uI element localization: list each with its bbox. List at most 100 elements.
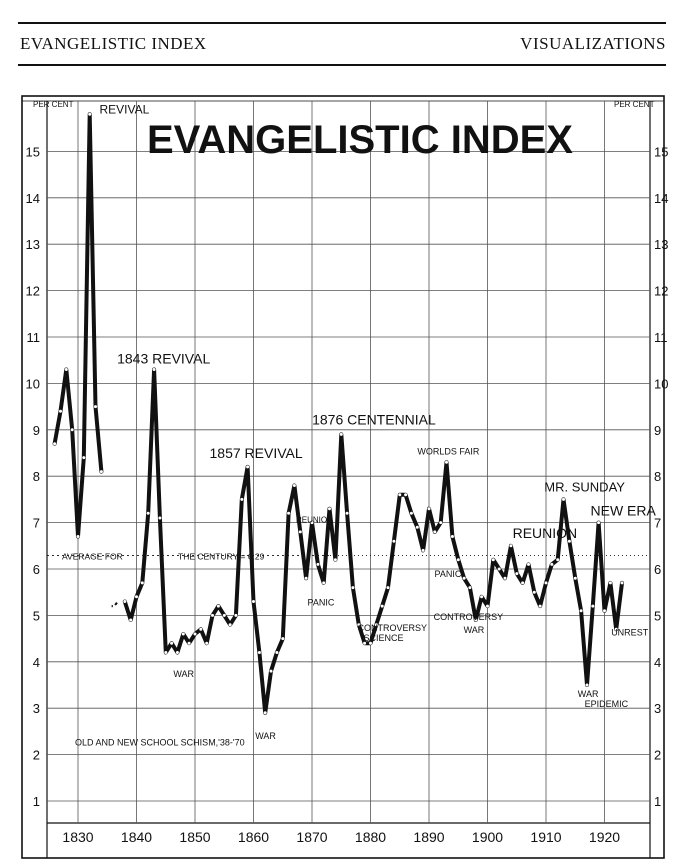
y-tick-right-3: 3 bbox=[654, 701, 661, 716]
data-point-1-7 bbox=[164, 651, 168, 654]
y-tick-right-10: 10 bbox=[654, 376, 668, 391]
data-point-1-46 bbox=[392, 539, 396, 543]
annotation-14: REUNION bbox=[513, 525, 578, 541]
data-point-1-64 bbox=[497, 567, 501, 571]
annotation-1: 1843 REVIVAL bbox=[117, 351, 210, 367]
y-tick-left-14: 14 bbox=[26, 191, 40, 206]
data-point-1-21 bbox=[246, 465, 250, 469]
data-point-1-24 bbox=[263, 711, 267, 715]
y-tick-right-4: 4 bbox=[654, 655, 661, 670]
data-point-1-1 bbox=[129, 618, 133, 622]
average-label-left: AVERAGE FOR bbox=[62, 552, 123, 562]
top-rule bbox=[18, 22, 666, 24]
y-tick-left-12: 12 bbox=[26, 284, 40, 299]
x-tick-1840: 1840 bbox=[121, 829, 152, 845]
data-point-1-78 bbox=[579, 609, 583, 613]
x-tick-1920: 1920 bbox=[589, 829, 620, 845]
data-point-0-1 bbox=[59, 409, 62, 413]
data-point-1-40 bbox=[357, 623, 361, 627]
annotation-2: WAR bbox=[173, 669, 194, 679]
data-point-1-52 bbox=[427, 507, 431, 511]
data-point-1-51 bbox=[421, 548, 425, 552]
data-point-0-8 bbox=[99, 470, 103, 474]
data-point-1-47 bbox=[398, 493, 402, 497]
annotation-7: 1876 CENTENNIAL bbox=[312, 411, 436, 427]
data-point-1-53 bbox=[433, 530, 437, 534]
data-point-1-75 bbox=[562, 497, 565, 501]
data-point-1-16 bbox=[216, 604, 220, 608]
annotation-0: REVIVAL bbox=[100, 102, 150, 116]
x-tick-1850: 1850 bbox=[179, 829, 210, 845]
data-point-1-20 bbox=[240, 497, 244, 501]
data-point-1-3 bbox=[140, 581, 144, 585]
data-point-1-27 bbox=[281, 637, 285, 641]
running-header-right: VISUALIZATIONS bbox=[520, 34, 666, 53]
annotation-6: PANIC bbox=[308, 598, 335, 608]
annotation-3: 1857 REVIVAL bbox=[210, 445, 303, 461]
y-tick-right-8: 8 bbox=[654, 469, 661, 484]
data-point-1-49 bbox=[409, 511, 413, 515]
data-point-1-30 bbox=[298, 530, 302, 534]
data-point-1-48 bbox=[404, 493, 408, 497]
y-tick-left-6: 6 bbox=[33, 562, 40, 577]
series-line-1 bbox=[122, 367, 624, 715]
data-point-1-81 bbox=[597, 521, 601, 525]
data-point-2-2 bbox=[116, 600, 120, 603]
data-point-1-42 bbox=[369, 641, 372, 645]
data-point-1-26 bbox=[275, 651, 279, 654]
y-tick-left-9: 9 bbox=[33, 423, 40, 438]
running-header-left: EVANGELISTIC INDEX bbox=[20, 34, 207, 53]
data-point-1-12 bbox=[193, 632, 197, 636]
data-point-1-6 bbox=[158, 516, 162, 520]
chart-title: EVANGELISTIC INDEX bbox=[147, 118, 573, 162]
series-lines bbox=[52, 112, 624, 715]
data-point-1-28 bbox=[287, 511, 291, 515]
x-tick-1890: 1890 bbox=[413, 829, 444, 845]
data-point-1-72 bbox=[544, 581, 548, 585]
annotation-19: EPIDEMIC bbox=[585, 699, 629, 709]
data-point-1-38 bbox=[345, 511, 349, 515]
y-tick-right-11: 11 bbox=[654, 330, 668, 345]
y-tick-left-15: 15 bbox=[26, 144, 40, 159]
y-label-left: PER CENT bbox=[33, 100, 74, 109]
annotation-13: WAR bbox=[464, 625, 485, 635]
data-point-1-35 bbox=[328, 507, 331, 511]
annotation-5: REUNION bbox=[296, 516, 333, 525]
y-tick-left-10: 10 bbox=[26, 376, 40, 391]
data-point-1-41 bbox=[363, 641, 367, 645]
y-tick-right-6: 6 bbox=[654, 562, 661, 577]
y-tick-left-13: 13 bbox=[26, 237, 40, 252]
y-tick-right-14: 14 bbox=[654, 191, 668, 206]
y-tick-left-8: 8 bbox=[33, 469, 40, 484]
data-point-1-76 bbox=[567, 539, 571, 543]
data-point-1-33 bbox=[316, 562, 320, 566]
data-point-1-58 bbox=[462, 576, 466, 580]
data-point-1-63 bbox=[491, 558, 495, 562]
annotation-8: CONTROVERSY bbox=[358, 623, 428, 633]
annotation-16: NEW ERA bbox=[591, 503, 657, 519]
annotation-10: WORLDS FAIR bbox=[417, 446, 480, 456]
data-point-1-56 bbox=[450, 535, 454, 538]
data-point-1-2 bbox=[135, 595, 138, 599]
y-tick-left-4: 4 bbox=[33, 655, 40, 670]
data-point-1-61 bbox=[480, 595, 484, 599]
data-point-1-43 bbox=[374, 623, 378, 627]
data-point-1-79 bbox=[585, 683, 589, 687]
data-point-1-68 bbox=[521, 581, 525, 585]
data-point-1-73 bbox=[550, 562, 554, 566]
data-point-2-0 bbox=[108, 604, 112, 608]
data-point-1-67 bbox=[515, 572, 519, 576]
data-point-1-8 bbox=[170, 641, 174, 645]
data-point-1-74 bbox=[556, 558, 560, 562]
data-point-1-83 bbox=[608, 581, 612, 585]
y-tick-right-5: 5 bbox=[654, 608, 661, 623]
data-point-1-14 bbox=[205, 641, 209, 645]
annotation-17: UNREST bbox=[611, 627, 649, 637]
header-rule bbox=[18, 64, 666, 66]
data-point-1-65 bbox=[503, 576, 507, 580]
y-tick-left-5: 5 bbox=[33, 608, 40, 623]
annotation-12: CONTROVERSY bbox=[434, 612, 504, 622]
data-point-1-54 bbox=[439, 521, 443, 525]
